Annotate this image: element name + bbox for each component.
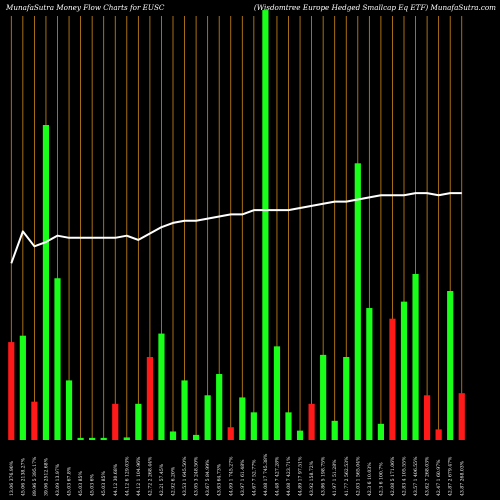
bar [343,356,350,440]
x-tick-label: 44.09 1 745.27% [228,456,234,496]
x-tick-label: 42.87 2 679.47% [448,456,454,496]
bar [181,380,188,440]
bar [112,403,119,440]
x-tick-label: 44.67 7 52.77% [251,459,257,496]
chart-title: MunafaSutra Money Flow Charts for EUSC [5,3,165,12]
bar [239,397,246,440]
bar [169,431,177,440]
bar [77,437,84,440]
x-tick-label: 42.21 57.45% [159,463,165,496]
bar [262,10,269,441]
bar [146,356,153,440]
x-tick-label: 41.77 2 562.53% [344,456,350,496]
x-tick-label: 41.97 1 51.28% [332,459,338,496]
x-tick-label: 42.72 2 268.44% [147,456,153,496]
x-tick-label: 45.03 6% [90,473,96,496]
bar [458,393,465,440]
bar [308,403,315,440]
bar [273,346,281,440]
x-tick-label: 44.08 17 745.38% [263,453,269,496]
bar [31,401,38,440]
bar [216,374,223,440]
bar [89,437,96,440]
bar [331,420,338,440]
x-tick-label: 45.06 2138.27% [20,457,26,496]
bar [8,342,15,440]
x-tick-label: 44.08 7 423.71% [286,456,292,496]
bar [65,380,73,440]
bar [54,278,61,440]
bar [320,354,327,440]
x-tick-label: 42.08 5 171.06% [390,456,396,496]
bar [123,437,130,440]
bar [204,395,211,440]
x-tick-label: 89.96 5 395.17% [32,456,38,496]
bar [135,403,142,440]
bar [193,434,200,440]
x-tick-label: 43.05 3 248.50% [194,456,200,496]
x-tick-label: 42.3 6 10.03% [367,462,373,496]
bar [447,291,454,440]
bar [285,412,292,440]
x-tick-label: 43.87 268.03% [459,460,465,496]
bar [19,335,26,440]
bar-series [8,10,465,441]
chart-subtitle: (Wisdomtree Europe Hedged Smallcap Eq ET… [254,3,496,12]
bar [412,273,419,440]
line-path [10,192,462,264]
x-tick-label: 44.12 30.68% [113,463,119,496]
x-tick-label: 43.67 5 84.99% [205,459,211,496]
x-tick-label: 39.06 2512.68% [43,457,49,496]
bar [227,427,234,440]
bar [435,429,442,440]
x-tick-label: 13.06 376.90% [9,460,15,496]
x-tick-label: 44.89 17 97.51% [298,456,304,496]
x-tick-label: 43.57 1 406.55% [413,456,419,496]
x-tick-label: 43.97 1 61.48% [240,459,246,496]
x-tick-label: 45.03 85% [101,471,107,496]
x-tick-label: 43.09 13.97% [55,463,61,496]
x-tick-label: 42.47 1 60.97% [436,459,442,496]
bar [377,423,384,440]
x-tick-label: 45.03 67.8% [67,466,73,496]
line-series [10,192,462,264]
x-tick-label: 42.92 6.20% [171,466,177,496]
x-tick-label: 43.86 5 198.75% [321,456,327,496]
bar [366,308,373,440]
x-tick-label: 43.63 64.73% [217,463,223,496]
x-tick-label: 43.62 7 268.03% [425,456,431,496]
x-tick-labels: 13.06 376.90% 45.06 2138.27% 89.96 5 395.1… [9,453,465,496]
x-tick-label: 43.92 158.72% [309,460,315,496]
x-tick-label: 44.12 6 129.03% [124,456,130,496]
bar [42,125,50,440]
bar [296,430,304,440]
x-tick-label: 42.83 4 105.55% [402,456,408,496]
x-tick-label: 43.53 1 645.50% [182,456,188,496]
x-tick-label: 44.48 7 427.28% [274,456,280,496]
bar [158,333,165,440]
bar [400,301,408,440]
x-tick-label: 44.12 1 104.96% [136,456,142,496]
bar [389,318,396,440]
bar [424,395,431,440]
x-tick-label: 42.03 1 565.04% [355,456,361,496]
x-tick-label: 45.03 85% [78,471,84,496]
x-tick-label: 42.3 6 100.7% [378,462,384,496]
bar [100,437,107,440]
bar [354,163,361,441]
bar [250,412,257,440]
